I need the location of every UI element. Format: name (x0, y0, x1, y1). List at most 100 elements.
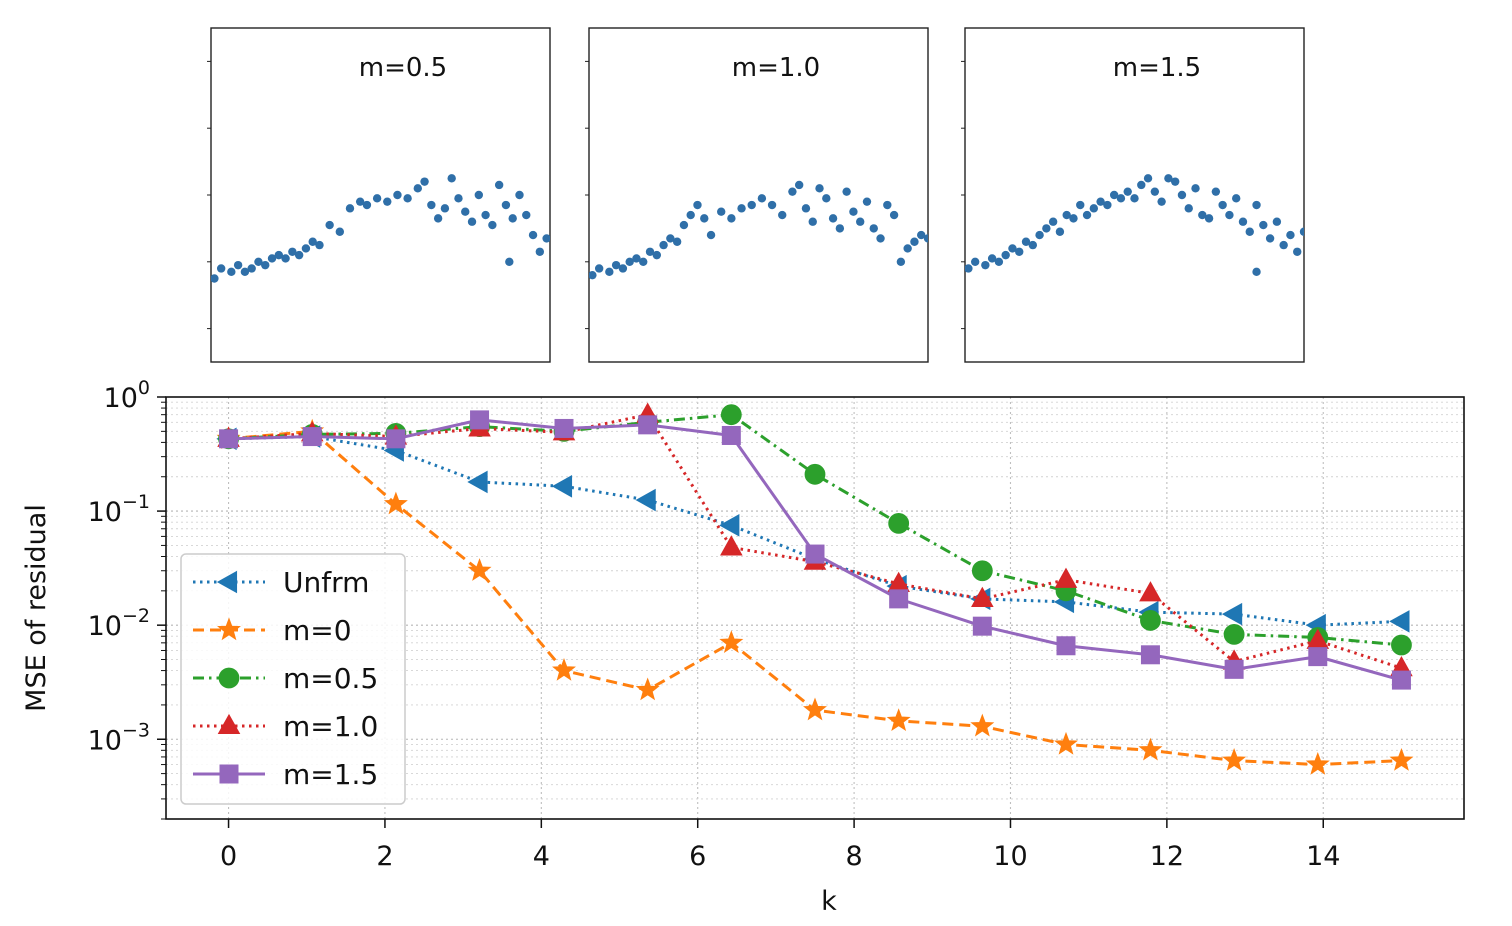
scatter-point (216, 264, 226, 273)
legend-entry: m=0.5 (193, 662, 378, 695)
data-point (552, 657, 576, 681)
scatter-point (987, 254, 997, 263)
scatter-point (1299, 227, 1304, 236)
scatter-point (1232, 194, 1241, 203)
scatter-point (788, 187, 797, 196)
scatter-point (427, 200, 436, 210)
legend-label: Unfrm (283, 566, 369, 599)
x-tick-label: 10 (993, 841, 1027, 872)
scatter-point (420, 177, 429, 186)
scatter-point (686, 210, 695, 220)
data-point (383, 491, 408, 515)
scatter-point (970, 257, 980, 266)
data-point (805, 544, 825, 564)
scatter-point (433, 214, 443, 223)
data-point (972, 616, 992, 636)
scatter-point (1109, 190, 1119, 200)
inset-panel-m10: m=1.0 (585, 27, 929, 363)
scatter-point (1055, 227, 1065, 236)
data-point (1054, 567, 1078, 588)
scatter-point (605, 267, 614, 277)
data-point (719, 630, 744, 654)
scatter-point (281, 254, 290, 263)
scatter-point (355, 197, 365, 206)
scatter-point (632, 254, 641, 263)
data-point (1305, 751, 1330, 775)
data-point (1054, 731, 1078, 755)
legend-marker (219, 764, 239, 784)
data-point (638, 415, 658, 435)
scatter-point (1238, 217, 1248, 226)
inset-frame (210, 27, 551, 363)
scatter-point (1150, 187, 1160, 196)
scatter-point (965, 264, 973, 273)
scatter-point (1293, 247, 1302, 256)
scatter-point (611, 260, 621, 270)
x-tick-label: 0 (220, 841, 237, 872)
scatter-point (1225, 210, 1234, 220)
scatter-point (467, 217, 477, 226)
scatter-point (294, 250, 304, 260)
scatter-point (1184, 204, 1193, 213)
scatter-point (981, 260, 990, 270)
scatter-point (889, 210, 899, 220)
scatter-point (815, 184, 824, 193)
scatter-point (403, 194, 412, 203)
scatter-point (1211, 187, 1221, 196)
data-point (1139, 581, 1162, 602)
scatter-point (1008, 244, 1017, 253)
scatter-point (288, 247, 297, 256)
scatter-point (1062, 210, 1071, 220)
inset-title: m=1.5 (1113, 53, 1201, 83)
scatter-point (494, 180, 504, 190)
legend-label: m=0.5 (283, 662, 378, 695)
scatter-point (1164, 174, 1173, 183)
scatter-point (315, 240, 324, 250)
data-point (1223, 624, 1245, 645)
scatter-point (1096, 197, 1105, 206)
scatter-point (1198, 210, 1207, 220)
data-point (1140, 610, 1161, 631)
scatter-point (542, 234, 550, 243)
scatter-point (308, 237, 317, 246)
scatter-point (240, 267, 250, 277)
scatter-point (910, 237, 919, 246)
scatter-point (727, 214, 736, 223)
data-point (1308, 647, 1328, 667)
data-point (386, 429, 406, 449)
legend-entry: m=0 (193, 614, 352, 647)
scatter-point (508, 214, 517, 223)
scatter-point (383, 197, 392, 206)
inset-title: m=1.0 (732, 53, 820, 83)
scatter-point (267, 254, 277, 263)
data-point (554, 418, 574, 438)
scatter-point (835, 224, 845, 233)
data-point (467, 470, 488, 494)
legend-entry: m=1.0 (193, 710, 378, 743)
data-point (888, 512, 910, 534)
scatter-point (1137, 180, 1146, 190)
x-axis-label: k (821, 886, 837, 917)
scatter-point (828, 214, 838, 223)
scatter-point (372, 194, 382, 203)
scatter-point (659, 240, 668, 250)
data-point (1222, 748, 1247, 771)
scatter-point (822, 194, 831, 203)
legend-marker (218, 667, 240, 689)
scatter-point (522, 210, 531, 220)
scatter-point (917, 230, 926, 240)
scatter-point (903, 244, 912, 253)
data-point (1138, 737, 1163, 761)
inset-scatter (211, 174, 550, 283)
x-tick-label: 14 (1306, 841, 1340, 872)
scatter-point (1123, 187, 1132, 196)
data-point (889, 589, 909, 609)
x-tick-label: 8 (846, 841, 863, 872)
scatter-point (923, 234, 928, 243)
data-point (551, 474, 573, 498)
legend: Unfrm m=0 m=0.5 m=1.0 m=1.5 (180, 553, 406, 805)
scatter-point (1103, 200, 1112, 210)
data-point (721, 425, 741, 445)
scatter-point (842, 187, 851, 196)
legend-frame (180, 553, 406, 805)
